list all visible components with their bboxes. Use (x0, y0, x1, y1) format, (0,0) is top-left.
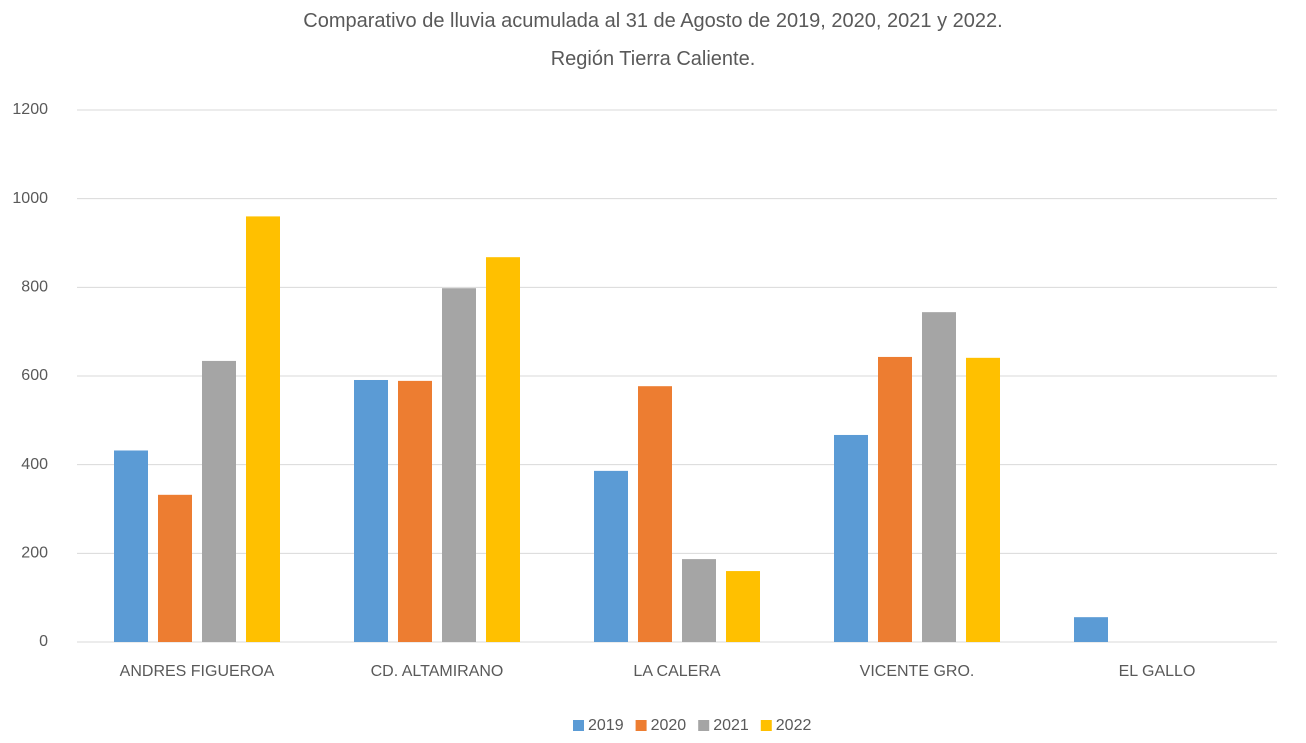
bar (682, 559, 716, 642)
bar (878, 356, 912, 642)
bar (834, 434, 868, 642)
x-tick-label: EL GALLO (1119, 663, 1196, 680)
legend-label: 2020 (651, 717, 687, 734)
bar (442, 288, 476, 642)
bar (1074, 617, 1108, 642)
bar (202, 360, 236, 642)
legend-swatch (760, 720, 772, 731)
bar (158, 494, 192, 642)
legend-swatch (573, 720, 584, 731)
x-tick-label: CD. ALTAMIRANO (371, 663, 504, 680)
legend-label: 2019 (588, 717, 624, 734)
y-tick-label: 1000 (12, 190, 48, 207)
y-tick-label: 1200 (12, 101, 48, 118)
bar (594, 470, 628, 642)
legend-label: 2021 (713, 717, 749, 734)
chart-title: Comparativo de lluvia acumulada al 31 de… (303, 10, 1003, 70)
y-tick-label: 800 (21, 279, 48, 296)
legend-swatch (698, 720, 710, 731)
x-tick-label: VICENTE GRO. (860, 663, 975, 680)
y-tick-label: 600 (21, 367, 48, 384)
bar (246, 216, 280, 642)
bar (638, 386, 672, 642)
bar (922, 312, 956, 642)
legend-swatch (635, 720, 647, 731)
bar (398, 380, 432, 642)
x-tick-label: LA CALERA (633, 663, 720, 680)
legend-label: 2022 (776, 717, 812, 734)
bar (966, 357, 1000, 642)
bar (354, 379, 388, 642)
x-tick-label: ANDRES FIGUEROA (120, 663, 275, 680)
bar (726, 571, 760, 642)
bar (114, 450, 148, 642)
y-tick-label: 400 (21, 456, 48, 473)
bar (486, 257, 520, 642)
y-tick-label: 0 (39, 633, 48, 650)
y-tick-label: 200 (21, 545, 48, 562)
